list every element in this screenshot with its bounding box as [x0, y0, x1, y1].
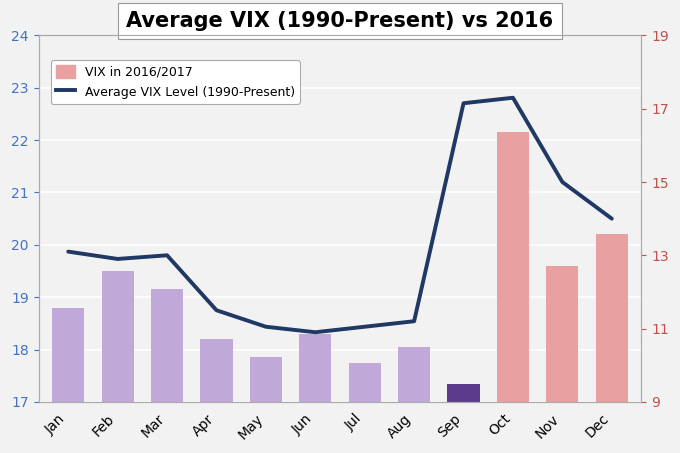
- Bar: [299, 334, 331, 402]
- Bar: [398, 347, 430, 402]
- Bar: [497, 132, 529, 402]
- Bar: [52, 308, 84, 402]
- Bar: [250, 357, 282, 402]
- Bar: [201, 339, 233, 402]
- Bar: [151, 289, 183, 402]
- Bar: [349, 362, 381, 402]
- Bar: [546, 266, 579, 402]
- Bar: [447, 384, 479, 402]
- Bar: [101, 271, 134, 402]
- Title: Average VIX (1990-Present) vs 2016: Average VIX (1990-Present) vs 2016: [126, 11, 554, 31]
- Bar: [596, 234, 628, 402]
- Legend: VIX in 2016/2017, Average VIX Level (1990-Present): VIX in 2016/2017, Average VIX Level (199…: [51, 60, 300, 104]
